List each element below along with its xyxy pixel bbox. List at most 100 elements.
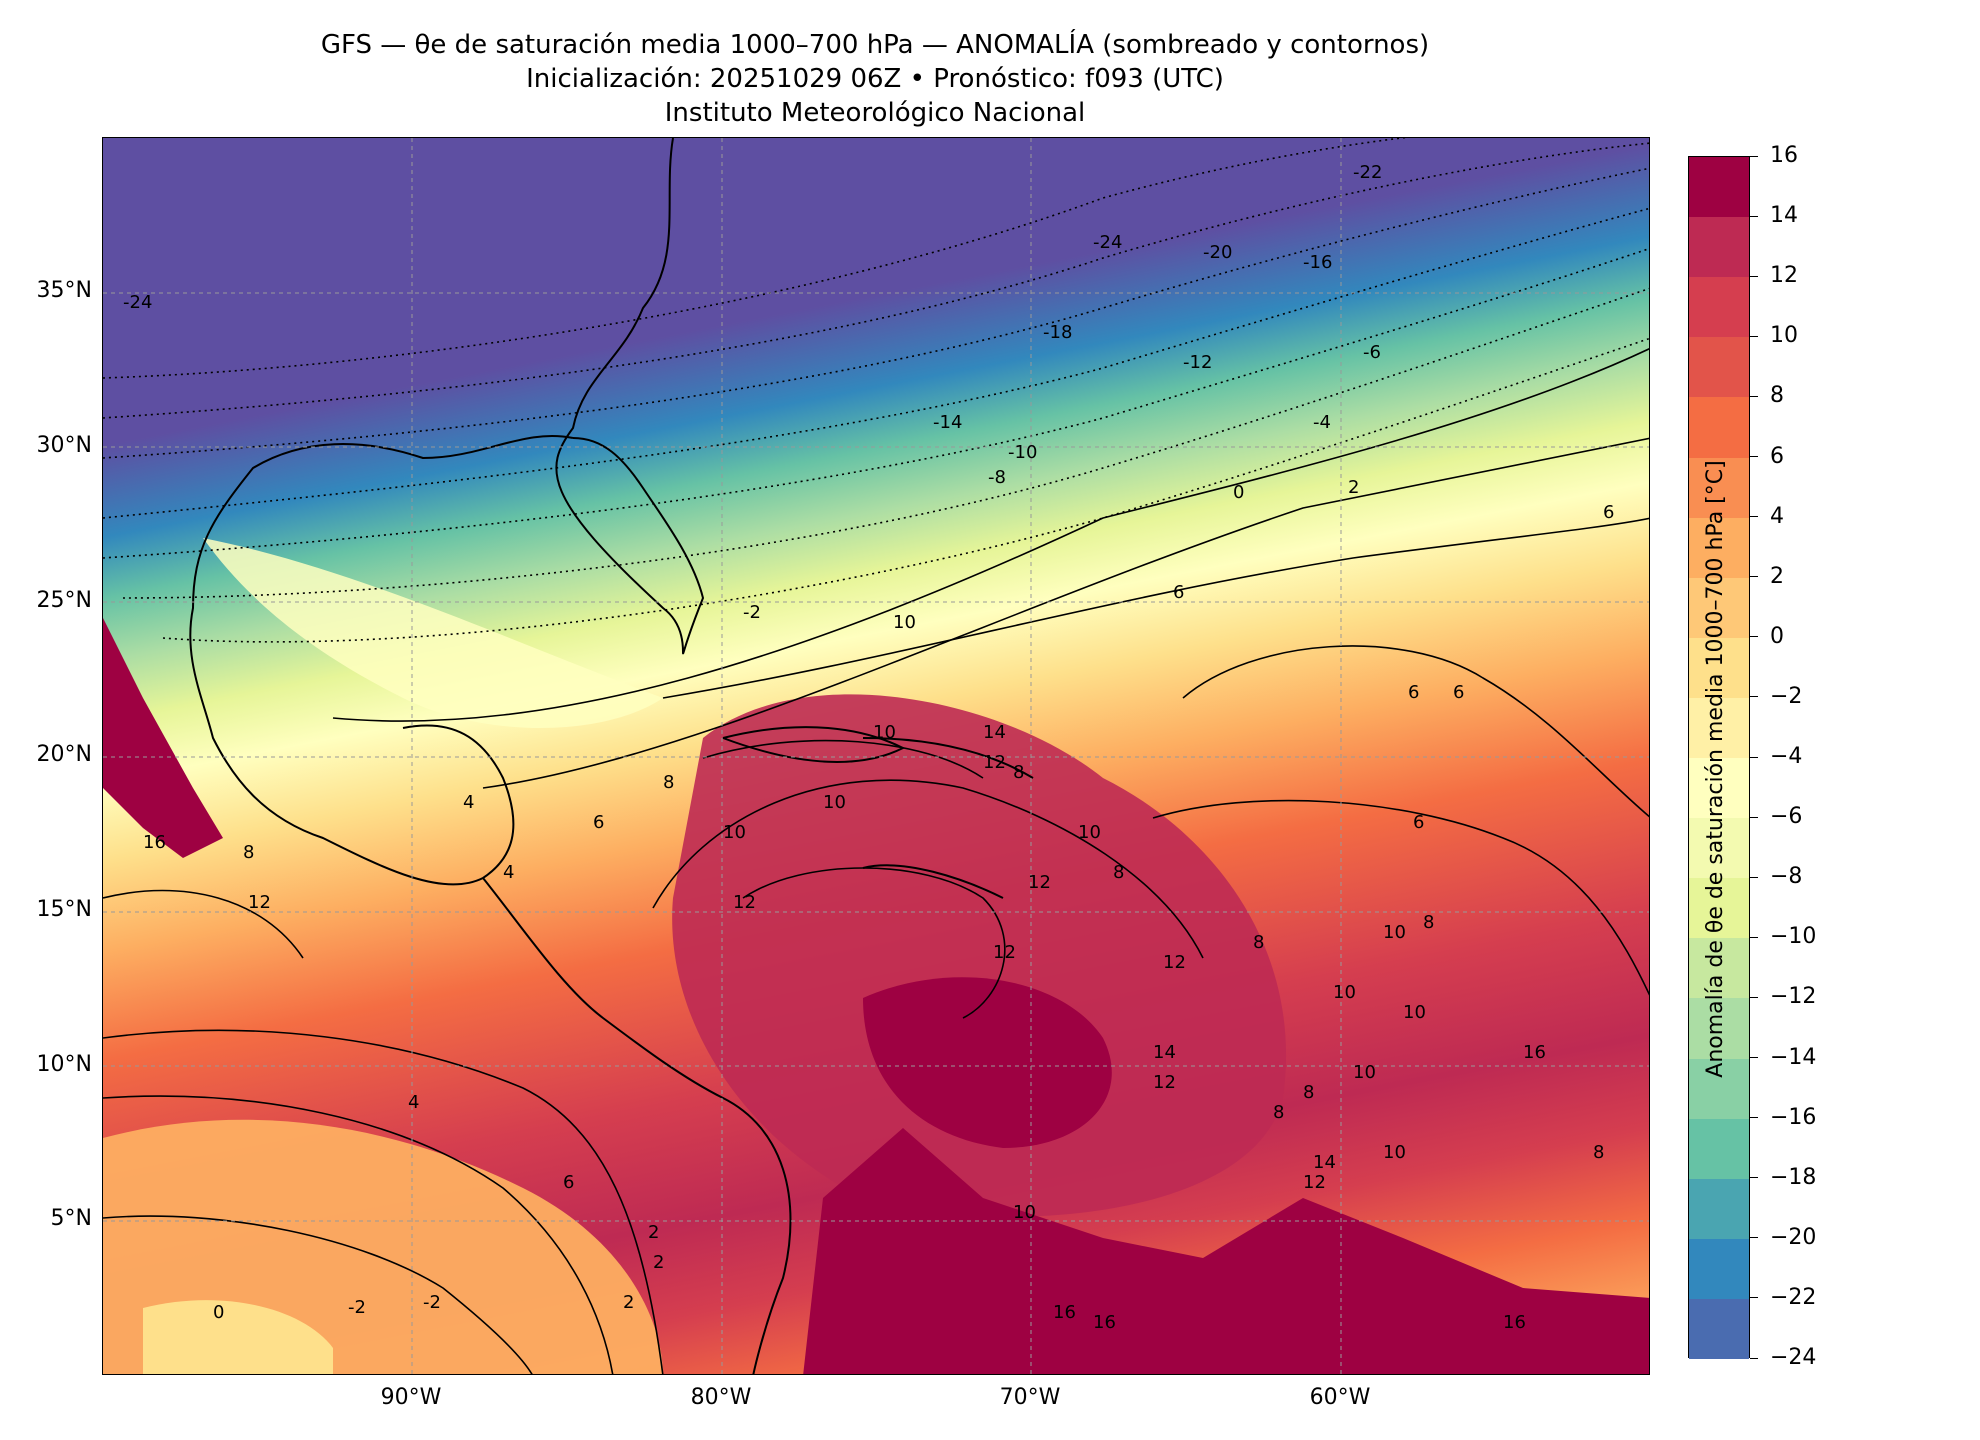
map-panel: -24 -22 -24 -20 -16 -18 -12 -6 -14 -10 -4 -8 0 2 6 -2 6 1… — [102, 137, 1650, 1375]
contour-label: 10 — [1383, 1142, 1406, 1163]
colorbar-segment — [1689, 457, 1749, 519]
contour-label: -18 — [1043, 322, 1072, 343]
contour-label: 12 — [1163, 952, 1186, 973]
contour-label: 12 — [1028, 872, 1051, 893]
contour-label: 12 — [1153, 1072, 1176, 1093]
colorbar-segment — [1689, 1238, 1749, 1300]
contour-label: 10 — [1353, 1062, 1376, 1083]
contour-label: -24 — [123, 292, 152, 313]
contour-label: 8 — [1303, 1082, 1314, 1103]
contour-label: -6 — [1363, 342, 1381, 363]
lat-tick-5: 5°N — [50, 1206, 92, 1231]
contour-label: 8 — [663, 772, 674, 793]
contour-label: 8 — [243, 842, 254, 863]
colorbar-segment — [1689, 217, 1749, 278]
colorbar-segment — [1689, 1178, 1749, 1240]
contour-label: 12 — [248, 892, 271, 913]
colorbar-segment — [1689, 397, 1749, 458]
contour-label: -12 — [1183, 352, 1212, 373]
contour-label: 6 — [1413, 812, 1424, 833]
contour-label: 10 — [1333, 982, 1356, 1003]
contour-label: -2 — [348, 1297, 366, 1318]
lon-tick-60w: 60°W — [1309, 1385, 1371, 1410]
colorbar-tick: −12 — [1750, 984, 1840, 1009]
contour-label: -20 — [1203, 242, 1232, 263]
contour-label: 6 — [1453, 682, 1464, 703]
contour-label: 16 — [143, 832, 166, 853]
lat-tick-35: 35°N — [36, 278, 92, 303]
colorbar-tick: −24 — [1750, 1345, 1840, 1370]
colorbar-tick: 14 — [1750, 203, 1840, 228]
contour-label: 8 — [1593, 1142, 1604, 1163]
colorbar-tick: 10 — [1750, 323, 1840, 348]
colorbar-tick: −8 — [1750, 864, 1840, 889]
contour-label: 8 — [1253, 932, 1264, 953]
positive-contours — [103, 348, 1649, 1374]
colorbar-segment — [1689, 1298, 1749, 1360]
contour-label: 12 — [1303, 1172, 1326, 1193]
contour-label: -8 — [988, 467, 1006, 488]
contour-label: 16 — [1523, 1042, 1546, 1063]
contour-label: -10 — [1008, 442, 1037, 463]
contour-label: -2 — [423, 1292, 441, 1313]
lat-tick-30: 30°N — [36, 433, 92, 458]
colorbar-tick: 4 — [1750, 504, 1840, 529]
contour-label: 8 — [1423, 912, 1434, 933]
contour-label: -4 — [1313, 412, 1331, 433]
contour-label: 10 — [723, 822, 746, 843]
contour-label: 4 — [408, 1092, 419, 1113]
warm-anomaly-core-2 — [863, 977, 1112, 1148]
contour-label-group: -24-22-24 -20 -16-18-12 -6-14-10-4-80 26-261… — [123, 162, 1614, 1333]
contour-label: 14 — [1313, 1152, 1336, 1173]
colorbar-segment — [1689, 938, 1749, 999]
warm-anomaly-core — [672, 694, 1287, 1217]
contour-label: 10 — [873, 722, 896, 743]
colorbar-tick: 8 — [1750, 383, 1840, 408]
negative-contours — [103, 138, 1649, 643]
contour-label: -16 — [1303, 252, 1332, 273]
colorbar-segment — [1689, 637, 1749, 699]
contour-label: 0 — [1233, 482, 1244, 503]
contour-label: 10 — [1403, 1002, 1426, 1023]
contour-label: 10 — [1013, 1202, 1036, 1223]
south-america-warm — [803, 1128, 1649, 1374]
colorbar-tick: 2 — [1750, 564, 1840, 589]
contour-label: 4 — [463, 792, 474, 813]
contour-label: 14 — [1153, 1042, 1176, 1063]
colorbar-segment — [1689, 758, 1749, 819]
contour-label: 6 — [563, 1172, 574, 1193]
lon-tick-90w: 90°W — [380, 1385, 442, 1410]
contour-label: 10 — [893, 612, 916, 633]
contour-label: 6 — [1603, 502, 1614, 523]
contour-label: 12 — [993, 942, 1016, 963]
colorbar-tick: 12 — [1750, 263, 1840, 288]
colorbar-tick: 16 — [1750, 143, 1840, 168]
lat-tick-10: 10°N — [36, 1052, 92, 1077]
colorbar-tick: 0 — [1750, 624, 1840, 649]
contour-label: 10 — [1078, 822, 1101, 843]
map-svg: -24-22-24 -20 -16-18-12 -6-14-10-4-80 26-261… — [103, 138, 1649, 1374]
contour-label: 2 — [1348, 477, 1359, 498]
institution-name: Instituto Meteorológico Nacional — [664, 98, 1086, 128]
east-pacific-coolest — [143, 1300, 333, 1374]
contour-label: 16 — [1503, 1312, 1526, 1333]
colorbar-segment — [1689, 1118, 1749, 1180]
contour-label: -22 — [1353, 162, 1382, 183]
colorbar-segment — [1689, 517, 1749, 579]
colorbar-tick: −6 — [1750, 804, 1840, 829]
contour-label: 2 — [623, 1292, 634, 1313]
contour-label: 16 — [1093, 1312, 1116, 1333]
lon-tick-80w: 80°W — [690, 1385, 752, 1410]
colorbar-tick: −4 — [1750, 744, 1840, 769]
contour-label: 6 — [1408, 682, 1419, 703]
colorbar-tick: −14 — [1750, 1045, 1840, 1070]
contour-label: -2 — [743, 602, 761, 623]
contour-label: -24 — [1093, 232, 1122, 253]
colorbar-segment — [1689, 277, 1749, 338]
colorbar-segment — [1689, 818, 1749, 879]
map-title: GFS — θe de saturación media 1000–700 hP… — [320, 30, 1430, 60]
contour-label: 10 — [823, 792, 846, 813]
colorbar-tick: −2 — [1750, 684, 1840, 709]
mexico-west-warm — [103, 618, 223, 858]
contour-label: 8 — [1273, 1102, 1284, 1123]
